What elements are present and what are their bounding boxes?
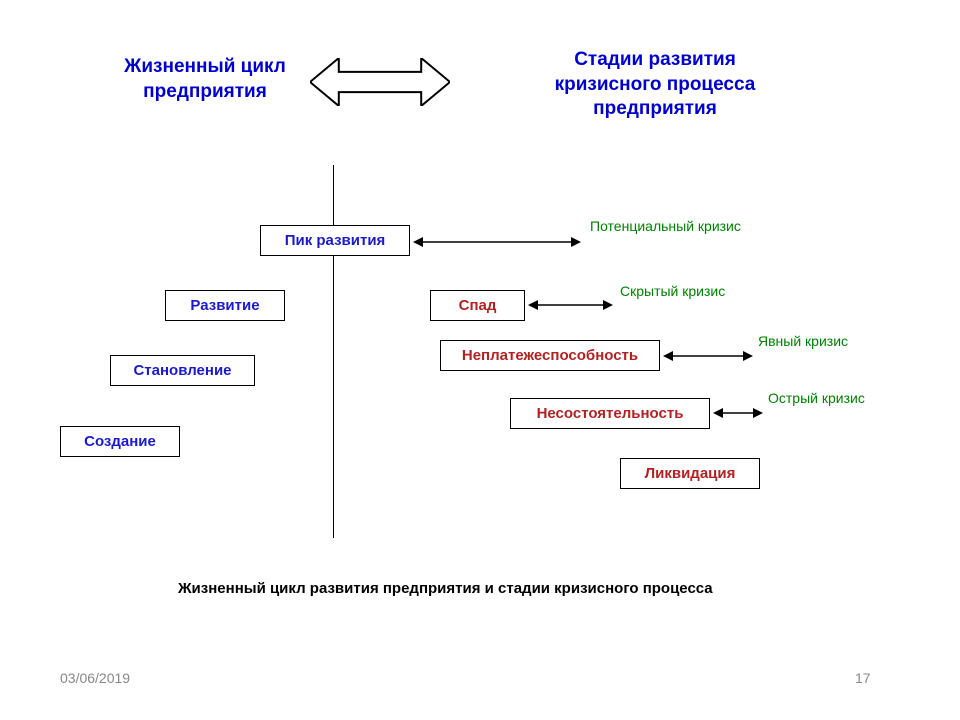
footer-date: 03/06/2019 [60, 670, 130, 686]
crisis-label-1: Скрытый кризис [620, 283, 725, 299]
header-left: Жизненный циклпредприятия [95, 55, 315, 104]
small-double-arrow-icon [525, 297, 616, 313]
crisis-label-3: Острый кризис [768, 390, 865, 406]
header-right: Стадии развитиякризисного процессапредпр… [530, 48, 780, 122]
crisis-box-3: Ликвидация [620, 458, 760, 489]
lifecycle-box-2: Становление [110, 355, 255, 386]
small-double-arrow-icon [410, 234, 584, 250]
double-arrow-icon [310, 58, 450, 106]
small-double-arrow-icon [710, 405, 766, 421]
small-double-arrow-icon [660, 348, 756, 364]
diagram-canvas: Жизненный циклпредприятия Стадии развития… [0, 0, 960, 720]
lifecycle-box-1: Развитие [165, 290, 285, 321]
lifecycle-box-3: Создание [60, 426, 180, 457]
footer-page-number: 17 [855, 670, 871, 686]
crisis-box-0: Спад [430, 290, 525, 321]
crisis-box-2: Несостоятельность [510, 398, 710, 429]
lifecycle-box-0: Пик развития [260, 225, 410, 256]
crisis-box-1: Неплатежеспособность [440, 340, 660, 371]
vertical-axis [333, 165, 334, 538]
crisis-label-0: Потенциальный кризис [590, 218, 741, 234]
crisis-label-2: Явный кризис [758, 333, 848, 349]
figure-caption: Жизненный цикл развития предприятия и ст… [178, 580, 713, 597]
